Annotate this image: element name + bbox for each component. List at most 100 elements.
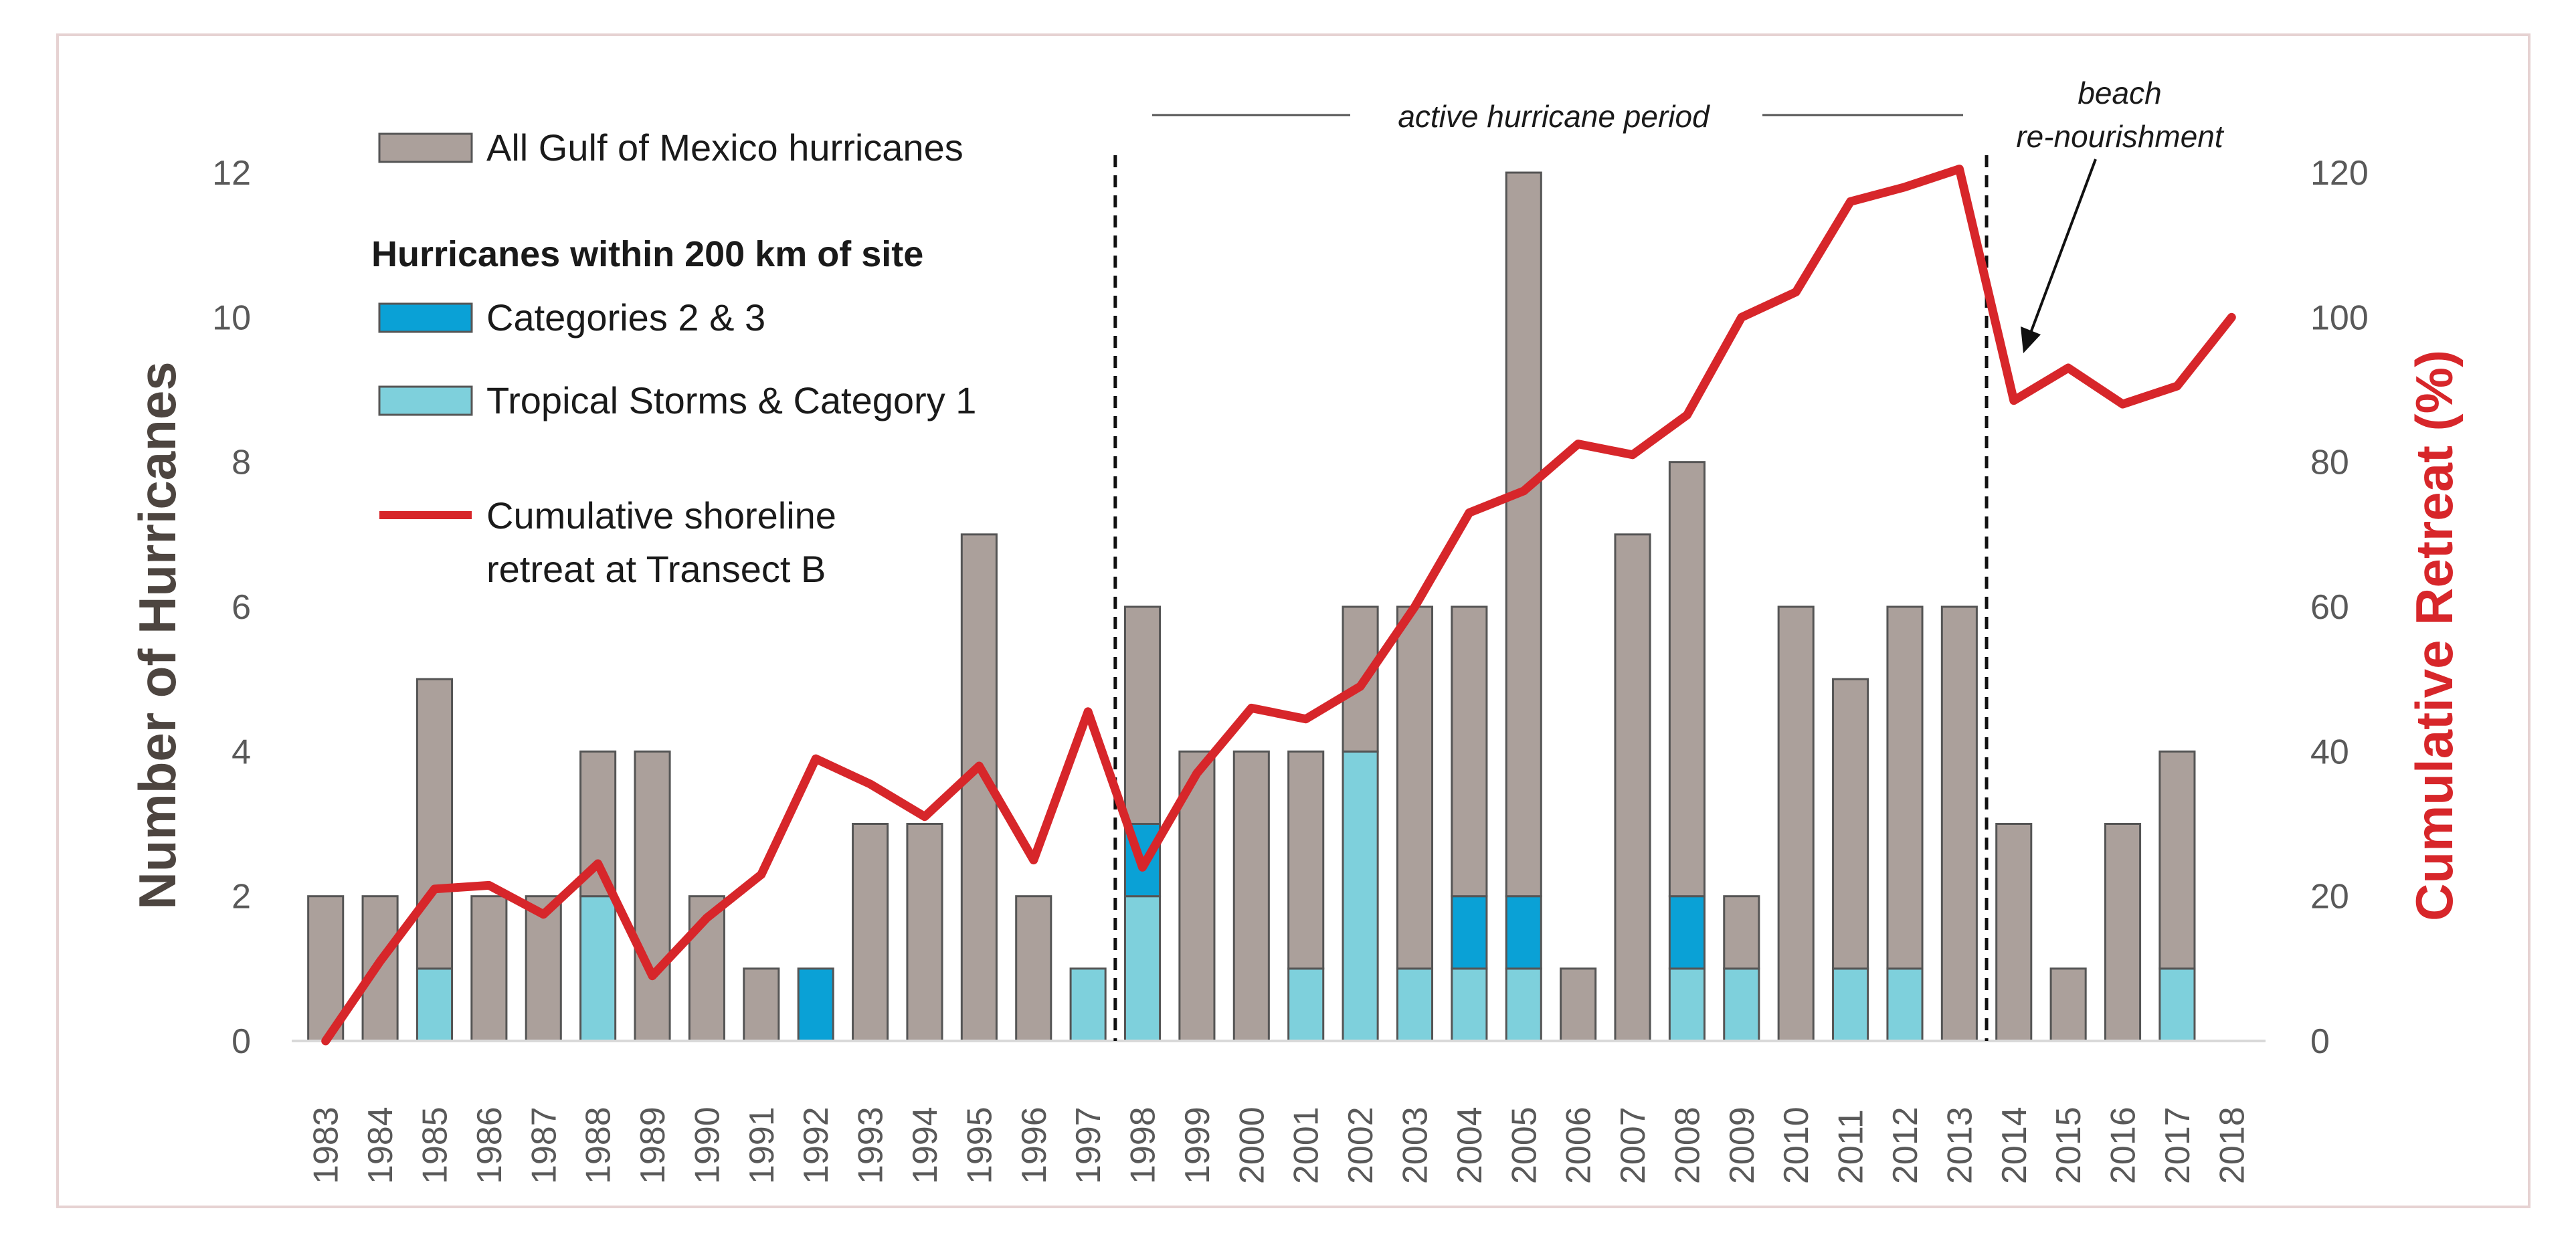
bar-cat23-1992 (797, 967, 834, 1042)
y-tick-left-10: 10 (212, 298, 251, 337)
bar-tropical-2001 (1287, 967, 1325, 1042)
y-tick-left-6: 6 (232, 588, 251, 627)
bar-tropical-2017 (2158, 967, 2196, 1042)
bar-all-1998 (1123, 605, 1162, 825)
y-tick-left-0: 0 (232, 1022, 251, 1061)
legend-label-line-1: Cumulative shoreline (486, 494, 836, 537)
right-axis-ticks: 0 20 40 60 80 100 120 (2310, 154, 2369, 1061)
y-tick-right-20: 20 (2310, 878, 2349, 917)
bar-tropical-2011 (1832, 967, 1869, 1042)
x-tick-1999: 1999 (1178, 1107, 1217, 1184)
bar-all-2000 (1232, 750, 1270, 1042)
bar-tropical-2004 (1451, 967, 1488, 1042)
legend-label-line-2: retreat at Transect B (486, 548, 826, 590)
bar-all-2017 (2158, 750, 2196, 970)
y-axis-label-left: Number of Hurricanes (128, 361, 187, 909)
x-tick-2010: 2010 (1777, 1107, 1816, 1184)
x-tick-2009: 2009 (1723, 1107, 1762, 1184)
bar-all-2013 (1940, 605, 1978, 1042)
y-tick-right-60: 60 (2310, 588, 2349, 627)
y-tick-right-100: 100 (2310, 298, 2369, 337)
x-tick-1986: 1986 (470, 1107, 509, 1184)
x-tick-1987: 1987 (525, 1107, 563, 1184)
x-tick-2005: 2005 (1505, 1107, 1544, 1184)
y-tick-left-12: 12 (212, 154, 251, 193)
bar-all-2016 (2104, 823, 2142, 1042)
bar-all-2012 (1886, 605, 1924, 970)
x-tick-2002: 2002 (1342, 1107, 1380, 1184)
x-tick-1992: 1992 (797, 1107, 836, 1184)
x-tick-1984: 1984 (361, 1107, 400, 1184)
bar-tropical-2012 (1886, 967, 1924, 1042)
nourishment-label-line1: beach (2078, 76, 2161, 110)
y-axis-label-right: Cumulative Retreat (%) (2405, 350, 2464, 921)
bar-all-2001 (1287, 750, 1325, 970)
active-period-label: active hurricane period (1398, 99, 1710, 134)
bar-all-2004 (1451, 605, 1488, 898)
y-tick-right-80: 80 (2310, 444, 2349, 482)
x-tick-2016: 2016 (2104, 1107, 2143, 1184)
y-tick-right-120: 120 (2310, 154, 2369, 193)
legend-header: Hurricanes within 200 km of site (371, 234, 923, 274)
x-tick-1985: 1985 (416, 1107, 454, 1184)
annotations: active hurricane period beach re-nourish… (1152, 76, 2225, 353)
retreat-line-layer (321, 165, 2236, 1046)
bar-all-2010 (1777, 605, 1815, 1042)
bar-all-1996 (1015, 895, 1052, 1042)
x-tick-2004: 2004 (1451, 1107, 1489, 1184)
legend-swatch-all (378, 132, 473, 163)
legend-label-cat23: Categories 2 & 3 (486, 296, 765, 339)
y-tick-right-0: 0 (2310, 1022, 2330, 1061)
legend: All Gulf of Mexico hurricanes Hurricanes… (371, 126, 976, 590)
legend-swatch-cat23 (378, 302, 473, 333)
x-tick-2013: 2013 (1940, 1107, 1979, 1184)
bar-tropical-2002 (1342, 750, 1379, 1042)
x-tick-1994: 1994 (906, 1107, 945, 1184)
x-tick-2008: 2008 (1668, 1107, 1707, 1184)
x-tick-1995: 1995 (960, 1107, 999, 1184)
bar-all-2011 (1832, 678, 1869, 970)
y-tick-left-4: 4 (232, 733, 251, 771)
bar-layer (307, 171, 2196, 1042)
bar-tropical-2009 (1723, 967, 1760, 1042)
bar-tropical-1997 (1069, 967, 1107, 1042)
y-tick-left-2: 2 (232, 878, 251, 917)
bar-all-1985 (416, 678, 454, 970)
y-tick-right-40: 40 (2310, 733, 2349, 771)
x-tick-1997: 1997 (1069, 1107, 1108, 1184)
bar-all-1986 (470, 895, 508, 1042)
x-tick-2015: 2015 (2049, 1107, 2088, 1184)
nourishment-label-line2: re-nourishment (2016, 119, 2225, 154)
retreat-line (321, 165, 2236, 1046)
x-tick-1996: 1996 (1015, 1107, 1054, 1184)
bar-all-2014 (1995, 823, 2033, 1042)
bar-cat23-2004 (1451, 895, 1488, 970)
x-tick-2003: 2003 (1396, 1107, 1435, 1184)
x-tick-2007: 2007 (1614, 1107, 1653, 1184)
x-tick-1983: 1983 (307, 1107, 346, 1184)
bar-all-2009 (1723, 895, 1760, 970)
x-tick-2012: 2012 (1886, 1107, 1925, 1184)
x-tick-1989: 1989 (634, 1107, 672, 1184)
bar-all-2008 (1668, 461, 1706, 898)
bar-all-2007 (1614, 533, 1651, 1042)
legend-label-ts: Tropical Storms & Category 1 (486, 379, 976, 421)
bar-all-2005 (1505, 171, 1542, 898)
x-tick-2000: 2000 (1232, 1107, 1271, 1184)
bar-all-1994 (906, 823, 943, 1042)
x-tick-1988: 1988 (579, 1107, 618, 1184)
x-tick-2017: 2017 (2158, 1107, 2197, 1184)
bar-all-2006 (1560, 967, 1597, 1042)
bar-tropical-1985 (416, 967, 454, 1042)
x-tick-1998: 1998 (1124, 1107, 1163, 1184)
bar-all-2015 (2049, 967, 2087, 1042)
y-tick-left-8: 8 (232, 444, 251, 482)
bar-tropical-1988 (579, 895, 617, 1042)
x-axis-ticks: 1983 1984 1985 1986 1987 1988 1989 1990 1991 1992… (307, 1107, 2252, 1184)
bar-all-2003 (1396, 605, 1434, 970)
bar-all-1993 (852, 823, 889, 1042)
x-tick-1993: 1993 (852, 1107, 891, 1184)
legend-label-all: All Gulf of Mexico hurricanes (486, 126, 963, 169)
bar-all-1991 (743, 967, 780, 1042)
bar-all-1989 (634, 750, 671, 1042)
